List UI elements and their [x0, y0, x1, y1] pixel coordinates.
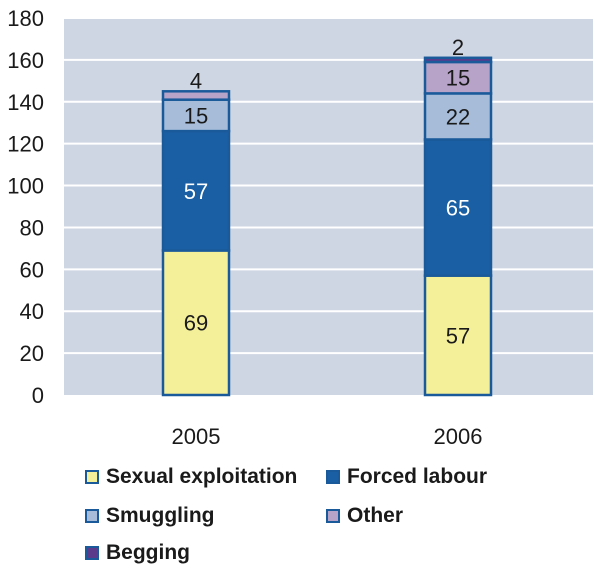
- bar-segment-begging-2006: [423, 56, 493, 64]
- data-label: 57: [184, 179, 208, 204]
- data-label: 69: [184, 311, 208, 336]
- bar-segment-sexual-exploitation-2006: [423, 274, 493, 397]
- bar-segment-forced-labour-2005: [161, 129, 231, 252]
- y-tick-label: 180: [7, 6, 44, 31]
- data-label: 57: [446, 323, 470, 348]
- y-tick-label: 140: [7, 90, 44, 115]
- data-label: 4: [190, 68, 202, 93]
- y-tick-label: 100: [7, 174, 44, 199]
- y-tick-label: 0: [32, 383, 44, 408]
- y-tick-label: 160: [7, 48, 44, 73]
- data-label: 15: [446, 66, 470, 91]
- y-tick-label: 40: [20, 299, 44, 324]
- y-tick-label: 120: [7, 132, 44, 157]
- bar-segment-forced-labour-2006: [423, 138, 493, 277]
- data-label: 2: [452, 35, 464, 60]
- data-label: 15: [184, 103, 208, 128]
- bar-segment-other-2005: [161, 90, 231, 101]
- plot-area: [64, 18, 593, 395]
- data-label: 22: [446, 104, 470, 129]
- x-tick-label: 2005: [172, 424, 221, 449]
- y-tick-label: 20: [20, 341, 44, 366]
- bar-segment-smuggling-2006: [423, 92, 493, 141]
- y-tick-label: 80: [20, 215, 44, 240]
- x-tick-label: 2006: [434, 424, 483, 449]
- data-label: 65: [446, 196, 470, 221]
- bar-segment-other-2006: [423, 60, 493, 95]
- y-tick-label: 60: [20, 257, 44, 282]
